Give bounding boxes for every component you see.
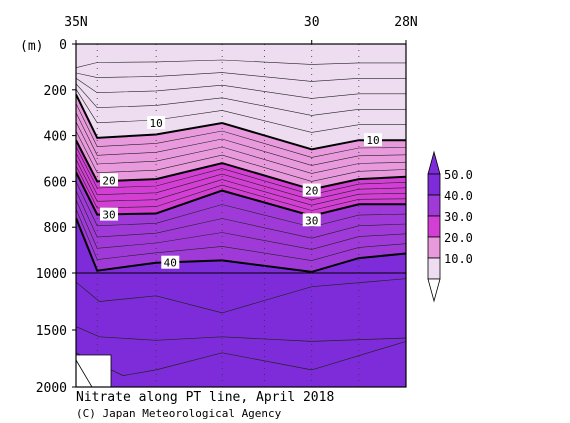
chart-credit: (C) Japan Meteorological Agency xyxy=(76,407,282,420)
colorbar-segment xyxy=(427,257,441,280)
contour-label-bg xyxy=(100,207,118,221)
contour-label: 30 xyxy=(305,214,318,227)
x-tick-label: 35N xyxy=(64,15,87,30)
y-tick-label: 800 xyxy=(44,221,67,236)
contour-label: 10 xyxy=(150,117,163,130)
colorbar-segment xyxy=(427,236,441,259)
colorbar-label: 40.0 xyxy=(444,189,473,203)
plot-axes: 0 200 400 600 800 1000 1500 2000 (m) 35N 30 28N xyxy=(20,15,418,396)
colorbar-label: 20.0 xyxy=(444,231,473,245)
plot-frame xyxy=(75,43,407,388)
contour-label: 40 xyxy=(164,257,177,270)
minor-isoline xyxy=(76,130,406,182)
minor-isoline xyxy=(76,181,406,228)
x-tick-label: 28N xyxy=(394,15,417,30)
bottom-mask xyxy=(75,354,112,388)
colorbar: 50.0 40.0 30.0 20.0 10.0 xyxy=(427,150,473,303)
chart-title: Nitrate along PT line, April 2018 xyxy=(76,390,335,405)
contour-fills xyxy=(76,44,406,387)
x-tick-label: 30 xyxy=(304,15,320,30)
colorbar-segment xyxy=(427,194,441,217)
contour-label: 20 xyxy=(305,185,318,198)
colorbar-label: 10.0 xyxy=(444,252,473,266)
band-fill-10-20 xyxy=(76,94,406,190)
contour-label-bg xyxy=(364,133,382,147)
contour-label-bg xyxy=(100,173,118,187)
y-tick-label: 0 xyxy=(59,38,67,53)
band-fill-20-30 xyxy=(76,140,406,216)
y-tick-label: 400 xyxy=(44,130,67,145)
colorbar-cap-top xyxy=(427,150,441,175)
contour-label-bg xyxy=(302,183,321,197)
major-isoline-20 xyxy=(76,139,406,191)
band-fill-30-40 xyxy=(76,172,406,272)
y-axis-unit: (m) xyxy=(20,39,43,54)
contour-label-bg xyxy=(147,116,166,130)
contour-label-bg xyxy=(302,213,321,227)
minor-isoline xyxy=(76,208,406,261)
colorbar-segment xyxy=(427,215,441,238)
y-tick-label: 1500 xyxy=(36,324,67,339)
contour-label-bg xyxy=(161,255,180,269)
deep-isoline xyxy=(76,341,406,376)
minor-isoline xyxy=(76,112,406,166)
minor-isoline xyxy=(76,72,406,82)
deep-isoline xyxy=(76,278,406,314)
contour-label: 30 xyxy=(102,209,115,222)
y-tick-label: 1000 xyxy=(36,267,67,282)
colorbar-segment xyxy=(427,173,441,196)
major-isoline-30 xyxy=(76,171,406,217)
contour-label: 10 xyxy=(366,134,379,147)
band-fill-40-50 xyxy=(76,218,406,387)
minor-isoline xyxy=(76,165,406,211)
y-tick-label: 2000 xyxy=(36,381,67,396)
minor-isoline xyxy=(76,83,406,116)
y-tick-label: 200 xyxy=(44,84,67,99)
contour-labels: 10 10 20 20 30 30 40 xyxy=(100,116,382,270)
deep-isoline xyxy=(76,326,406,342)
contour-label: 20 xyxy=(102,174,115,187)
y-tick-label: 600 xyxy=(44,175,67,190)
colorbar-label: 50.0 xyxy=(444,168,473,182)
colorbar-cap-bottom xyxy=(427,278,441,303)
colorbar-label: 30.0 xyxy=(444,210,473,224)
bottom-mask-edge xyxy=(75,359,93,388)
